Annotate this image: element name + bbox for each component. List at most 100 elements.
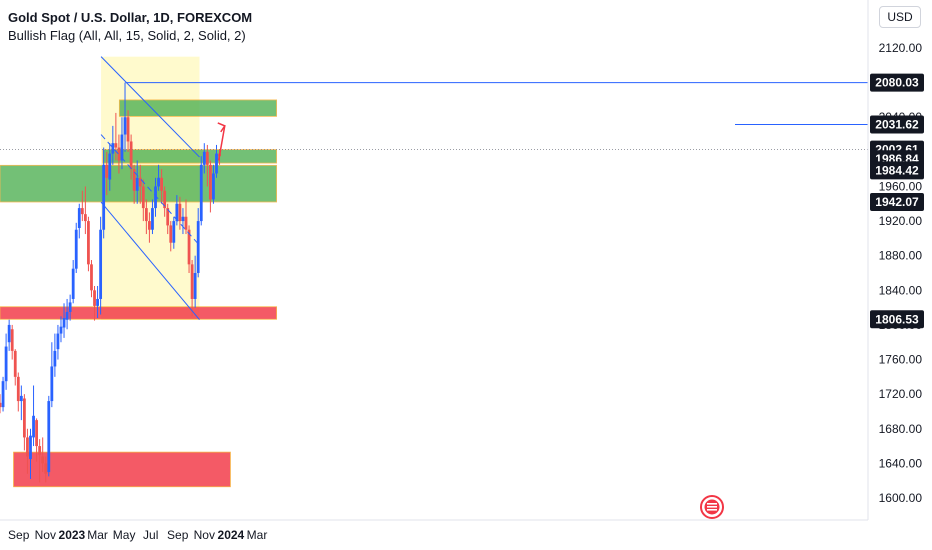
price-tag-bg: [870, 310, 924, 329]
candle-body: [59, 326, 63, 334]
projection-arrow: [217, 125, 226, 161]
price-tag-label: 1984.42: [875, 163, 919, 177]
y-tick-label: 1640.00: [879, 456, 923, 470]
candle-body: [29, 435, 32, 460]
candle-body: [102, 164, 106, 230]
candle-body: [65, 311, 69, 320]
indicator-legend[interactable]: Bullish Flag (All, All, 15, Solid, 2, So…: [8, 28, 246, 43]
time-axis[interactable]: Sep Nov 2023 Mar May Jul Sep Nov 2024 Mar: [8, 528, 267, 542]
price-tag-bg: [870, 161, 924, 180]
candle-body: [132, 169, 136, 191]
y-tick-label: 1920.00: [879, 214, 923, 228]
candle-body: [175, 203, 179, 222]
flag-mid-line: [100, 134, 200, 246]
x-tick-label: Mar: [87, 528, 108, 542]
candle-body: [151, 208, 154, 230]
tradingview-logo-icon[interactable]: [700, 495, 724, 519]
candle-body: [126, 117, 130, 142]
symbol-title[interactable]: Gold Spot / U.S. Dollar, 1D, FOREXCOM: [8, 10, 253, 25]
candle-body: [190, 264, 194, 299]
price-tags: 2080.032031.622002.611986.841984.421942.…: [870, 73, 924, 329]
y-tick-label: 1680.00: [879, 422, 923, 436]
candle-body: [32, 415, 35, 438]
candle-body: [0, 402, 2, 408]
zone-support-1: [102, 149, 278, 164]
price-tag-label: 1942.07: [875, 195, 919, 209]
trend-lines: [0, 56, 868, 321]
price-tag-label: 1806.53: [875, 312, 919, 326]
candle-body: [38, 446, 42, 455]
candle-body: [154, 186, 157, 209]
candle-body: [120, 134, 124, 161]
candle-body: [53, 350, 57, 367]
candle-body: [205, 151, 209, 165]
x-tick-label: Sep: [8, 528, 30, 542]
price-tag-bg: [870, 115, 924, 134]
candle-body: [114, 143, 118, 148]
candle-body: [202, 151, 206, 165]
candle-body: [4, 346, 8, 382]
candle-body: [111, 143, 115, 154]
x-tick-label: Nov: [194, 528, 215, 542]
candle-body: [117, 147, 121, 161]
candle-body: [187, 229, 191, 265]
candle-body: [50, 366, 54, 402]
price-tag-bg: [870, 73, 924, 92]
y-tick-label: 1880.00: [879, 249, 923, 263]
price-tag-bg: [870, 192, 924, 211]
candle-body: [80, 208, 84, 215]
candle-body: [56, 333, 60, 350]
candle-body: [129, 141, 133, 170]
candle-body: [41, 456, 45, 464]
candle-body: [141, 186, 145, 209]
candle-body: [184, 216, 188, 230]
x-tick-label: Nov: [35, 528, 56, 542]
candle-body: [144, 208, 148, 222]
candle-body: [157, 177, 160, 187]
projection-arrowhead: [217, 122, 226, 133]
candle-body: [123, 117, 127, 135]
candle-body: [35, 420, 38, 447]
candle-body: [7, 324, 11, 343]
x-tick-label: May: [113, 528, 136, 542]
candle-body: [22, 398, 26, 438]
candle-body: [83, 214, 87, 222]
candle-body: [138, 177, 142, 187]
zone-support-3: [0, 306, 278, 320]
price-tag-label: 2031.62: [875, 117, 919, 131]
candle-body: [87, 221, 90, 265]
candle-body: [148, 221, 151, 230]
candle-body: [160, 177, 164, 191]
x-tick-label: Mar: [247, 528, 268, 542]
candle-body: [96, 298, 99, 306]
candle-body: [135, 177, 139, 191]
candle-body: [163, 190, 167, 209]
candle-body: [74, 229, 78, 269]
flag-lower-line: [100, 201, 200, 321]
candle-body: [99, 229, 103, 299]
candle-body: [105, 164, 109, 178]
candle-body: [62, 318, 66, 328]
y-tick-label: 2120.00: [879, 41, 923, 55]
candle-body: [196, 221, 200, 273]
y-tick-label: 1720.00: [879, 387, 923, 401]
candle-body: [193, 273, 197, 299]
candle-body: [77, 208, 81, 228]
candle-body: [166, 208, 170, 226]
candle-body: [13, 350, 17, 377]
currency-button[interactable]: USD: [879, 6, 921, 28]
candle-body: [90, 264, 93, 291]
y-tick-label: 1760.00: [879, 353, 923, 367]
flag-upper-line: [100, 56, 200, 158]
candle-body: [93, 290, 96, 306]
y-tick-label: 1960.00: [879, 179, 923, 193]
candle-body: [108, 153, 112, 180]
y-tick-label: 1600.00: [879, 491, 923, 505]
candle-body: [71, 268, 75, 299]
x-tick-label: 2024: [218, 528, 245, 542]
zone-resistance-0: [118, 99, 278, 117]
candle-body: [47, 401, 51, 473]
candle-body: [215, 153, 218, 174]
candle-body: [16, 376, 20, 402]
